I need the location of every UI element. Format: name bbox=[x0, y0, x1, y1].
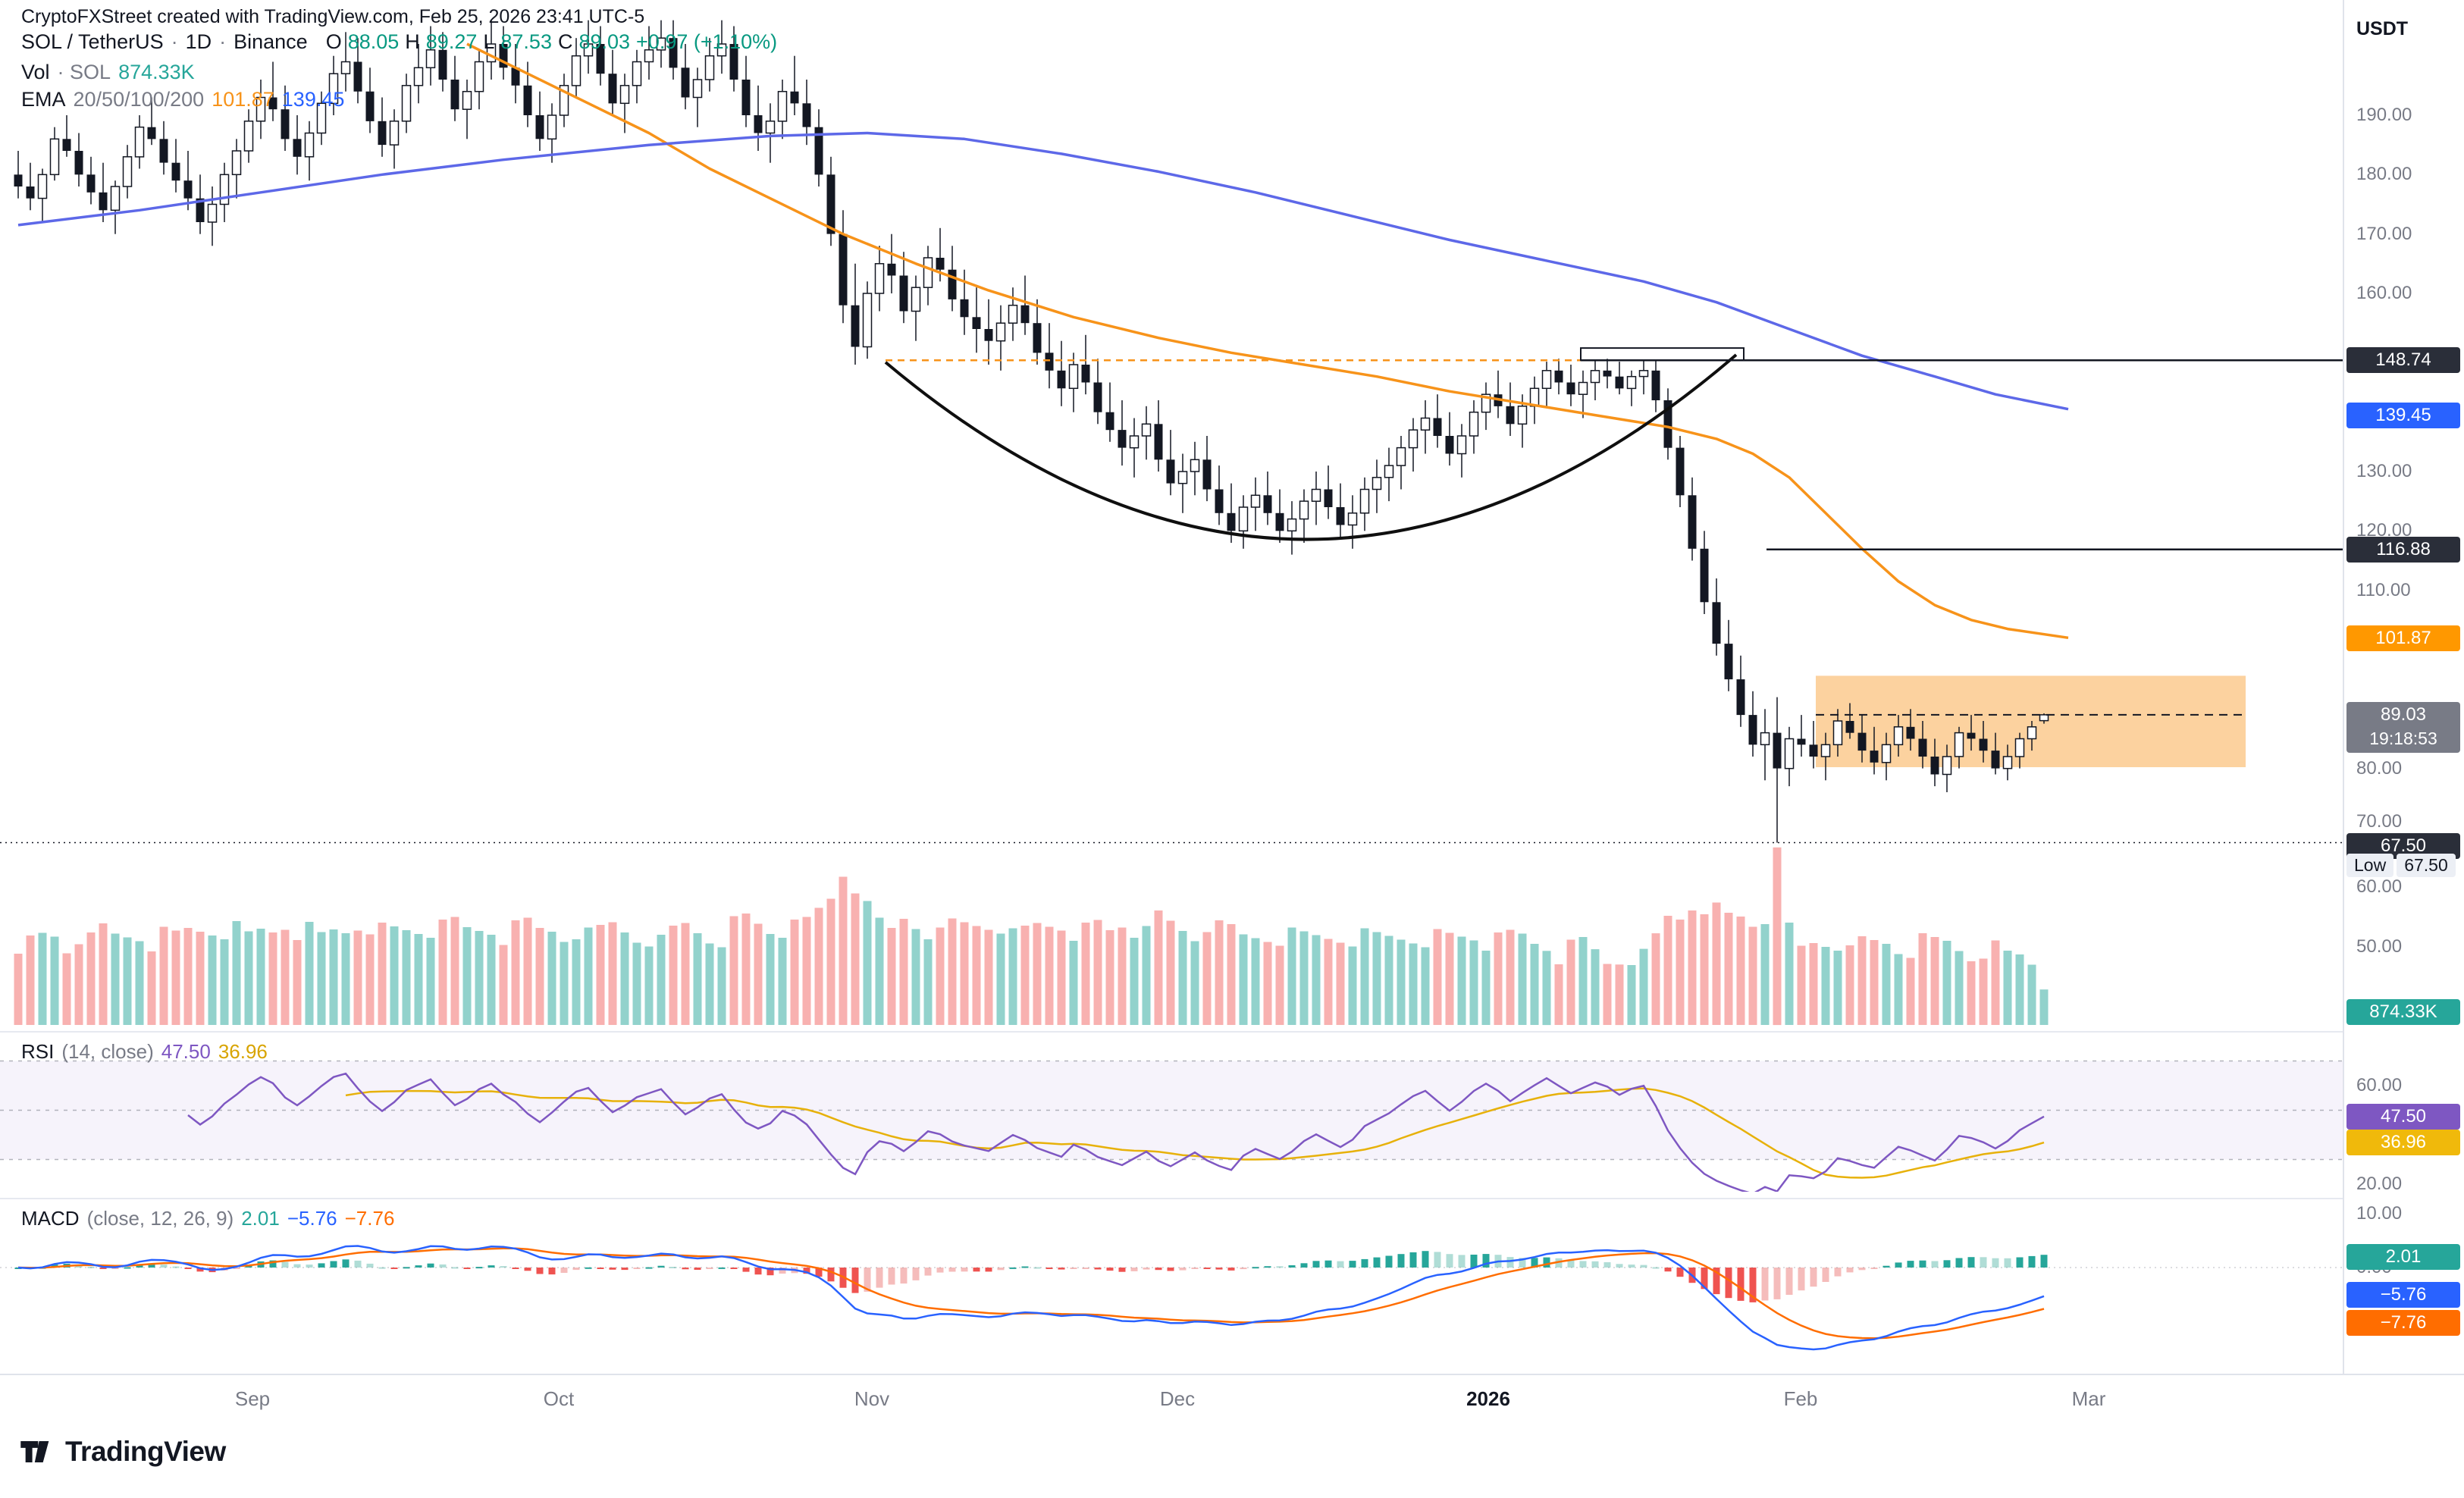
volume-symbol: · SOL bbox=[57, 61, 111, 83]
price-axis-label: 190.00 bbox=[2356, 105, 2412, 125]
macd-label: MACD bbox=[21, 1207, 80, 1230]
price-axis-label: 160.00 bbox=[2356, 283, 2412, 303]
volume-axis-badge: 874.33K bbox=[2346, 999, 2460, 1025]
macd-params: (close, 12, 26, 9) bbox=[86, 1207, 234, 1230]
ema-value-orange: 101.87 bbox=[212, 88, 274, 111]
price-axis-badge: 89.03 19:18:53 bbox=[2346, 701, 2460, 753]
ema-legend[interactable]: EMA 20/50/100/200 101.87 139.45 bbox=[21, 88, 344, 111]
price-axis-label: 130.00 bbox=[2356, 461, 2412, 481]
close-label: C bbox=[557, 30, 573, 53]
rsi-axis-label: 20.00 bbox=[2356, 1174, 2403, 1194]
price-axis-label: 170.00 bbox=[2356, 223, 2412, 244]
change-value: +0.97 (+1.10%) bbox=[636, 30, 778, 53]
low-marker-value: 67.50 bbox=[2397, 854, 2456, 877]
legend-dot: · bbox=[171, 30, 178, 53]
rsi-legend[interactable]: RSI (14, close) 47.50 36.96 bbox=[21, 1040, 268, 1064]
macd-axis-label: 10.00 bbox=[2356, 1203, 2403, 1224]
tradingview-wordmark: TradingView bbox=[65, 1436, 226, 1467]
low-price-marker: Low 67.50 bbox=[2346, 854, 2456, 877]
ohlc-values: O 88.05 H 89.27 L 87.53 C 89.03 +0.97 (+1.10… bbox=[326, 30, 778, 54]
quote-currency-label: USDT bbox=[2356, 18, 2409, 39]
symbol-name[interactable]: SOL / TetherUS bbox=[21, 30, 164, 53]
macd-hist-value: 2.01 bbox=[241, 1207, 280, 1230]
open-value: 88.05 bbox=[347, 30, 400, 53]
ema-value-blue: 139.45 bbox=[281, 88, 345, 111]
price-axis-badge: 148.74 bbox=[2346, 347, 2460, 374]
tradingview-footer[interactable]: TradingView bbox=[20, 1436, 226, 1468]
rsi-params: (14, close) bbox=[61, 1040, 154, 1063]
time-scale[interactable]: Sep Oct Nov Dec 2026 Feb Mar bbox=[0, 1374, 2464, 1424]
rsi-axis-badge: 47.50 bbox=[2346, 1103, 2460, 1130]
macd-axis-badge: −5.76 bbox=[2346, 1282, 2460, 1308]
price-axis-label: 80.00 bbox=[2356, 757, 2403, 779]
low-marker-label: Low bbox=[2346, 854, 2394, 877]
tradingview-logo-icon bbox=[20, 1440, 49, 1463]
time-axis-label: Mar bbox=[2071, 1387, 2106, 1410]
macd-signal-value: −7.76 bbox=[344, 1207, 395, 1230]
ema-params: 20/50/100/200 bbox=[73, 88, 205, 111]
pane-separator-rsi-macd[interactable] bbox=[0, 1198, 2464, 1199]
high-value: 89.27 bbox=[425, 30, 478, 53]
time-axis-label: Oct bbox=[543, 1387, 575, 1410]
time-axis-label: Feb bbox=[1783, 1387, 1818, 1410]
rsi-axis-label: 60.00 bbox=[2356, 1075, 2403, 1095]
pane-separator-volume-rsi[interactable] bbox=[0, 1031, 2464, 1033]
price-axis-label: 50.00 bbox=[2356, 935, 2403, 957]
rsi-label: RSI bbox=[21, 1040, 55, 1063]
interval-label[interactable]: 1D bbox=[185, 30, 212, 53]
rsi-value: 47.50 bbox=[161, 1040, 211, 1063]
macd-axis-badge: 2.01 bbox=[2346, 1243, 2460, 1270]
chart-canvas[interactable] bbox=[0, 0, 2343, 1374]
low-value: 87.53 bbox=[500, 30, 552, 53]
exchange-label: Binance bbox=[234, 30, 308, 53]
volume-label: Vol bbox=[21, 61, 50, 83]
time-axis-label: Sep bbox=[234, 1387, 271, 1410]
time-axis-label: 2026 bbox=[1466, 1387, 1510, 1410]
time-axis-label: Dec bbox=[1159, 1387, 1196, 1410]
rsi-axis-badge: 36.96 bbox=[2346, 1129, 2460, 1155]
price-axis-badge: 139.45 bbox=[2346, 403, 2460, 428]
price-axis-label: 70.00 bbox=[2356, 811, 2403, 832]
close-value: 89.03 bbox=[578, 30, 631, 53]
ema-label: EMA bbox=[21, 88, 66, 111]
open-label: O bbox=[325, 30, 342, 53]
price-axis-badge: 101.87 bbox=[2346, 625, 2460, 652]
high-label: H bbox=[405, 30, 420, 53]
volume-legend[interactable]: Vol · SOL 874.33K bbox=[21, 61, 195, 84]
legend-dot: · bbox=[219, 30, 227, 53]
low-label: L bbox=[483, 30, 495, 53]
time-axis-label: Nov bbox=[854, 1387, 890, 1410]
price-axis-label: 60.00 bbox=[2356, 876, 2403, 898]
price-axis-badge: 116.88 bbox=[2346, 536, 2460, 563]
price-axis-label: 180.00 bbox=[2356, 164, 2412, 185]
price-axis-label: 110.00 bbox=[2356, 579, 2411, 600]
macd-legend[interactable]: MACD (close, 12, 26, 9) 2.01 −5.76 −7.76 bbox=[21, 1207, 394, 1230]
volume-value: 874.33K bbox=[118, 61, 195, 83]
symbol-legend[interactable]: SOL / TetherUS · 1D · Binance O 88.05 H 89… bbox=[21, 30, 777, 54]
macd-axis-badge: −7.76 bbox=[2346, 1310, 2460, 1336]
rsi-ma-value: 36.96 bbox=[218, 1040, 268, 1063]
macd-line-value: −5.76 bbox=[287, 1207, 337, 1230]
price-scale[interactable]: USDT 190.00 180.00 170.00 160.00 130.00 120.0… bbox=[2343, 0, 2464, 1422]
chart-credit-header: CryptoFXStreet created with TradingView.… bbox=[21, 6, 645, 27]
